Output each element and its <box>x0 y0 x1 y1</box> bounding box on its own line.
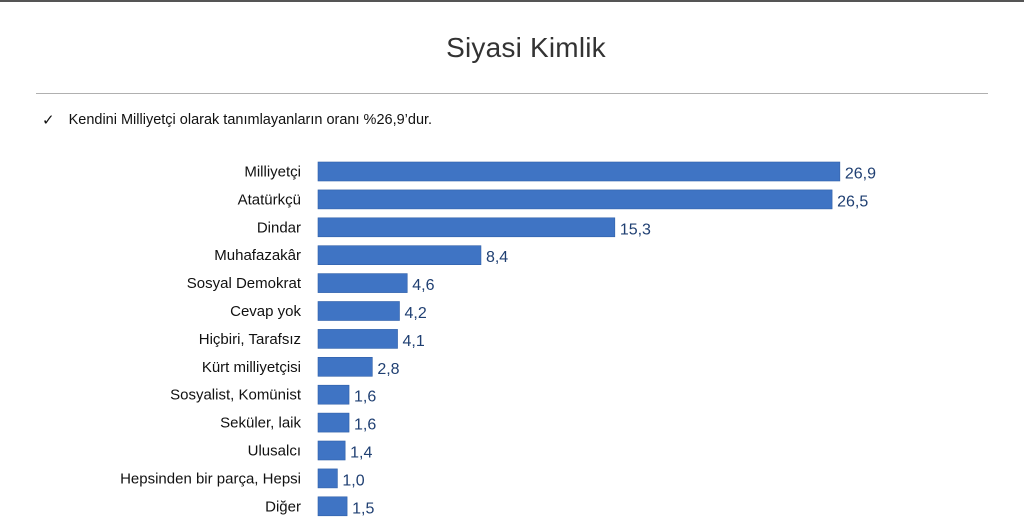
bar <box>317 189 833 210</box>
category-label: Seküler, laik <box>220 415 301 432</box>
top-border <box>0 0 1024 2</box>
category-label: Muhafazakâr <box>214 247 301 264</box>
check-mark-icon: ✓ <box>42 111 55 129</box>
page-title: Siyasi Kimlik <box>446 32 606 63</box>
value-label: 1,6 <box>354 389 376 406</box>
value-label: 15,3 <box>620 221 651 238</box>
bar <box>317 412 350 433</box>
category-label: Milliyetçi <box>244 164 301 181</box>
category-label: Diğer <box>265 498 301 515</box>
summary-note: ✓ Kendini Milliyetçi olarak tanımlayanla… <box>42 111 432 129</box>
bar <box>317 301 400 321</box>
value-label: 1,0 <box>342 472 364 489</box>
category-label: Ulusalcı <box>248 443 301 460</box>
bar <box>317 245 482 265</box>
value-label: 1,4 <box>350 445 372 462</box>
value-label: 4,2 <box>404 305 426 322</box>
category-label: Dindar <box>257 219 301 236</box>
category-label: Hiçbiri, Tarafsız <box>199 331 301 348</box>
bar <box>317 384 350 405</box>
bar <box>317 440 346 461</box>
bar <box>317 356 373 377</box>
bar <box>317 329 398 349</box>
value-label: 4,1 <box>403 333 425 350</box>
bar <box>317 161 841 182</box>
value-label: 8,4 <box>486 249 508 266</box>
bar <box>317 217 616 238</box>
category-label: Hepsinden bir parça, Hepsi <box>120 470 301 487</box>
value-label: 26,9 <box>845 166 876 183</box>
value-label: 1,6 <box>354 417 376 434</box>
title-divider <box>36 93 988 94</box>
category-label: Atatürkçü <box>238 191 301 208</box>
value-label: 2,8 <box>377 361 399 378</box>
category-label: Cevap yok <box>230 303 301 320</box>
value-label: 4,6 <box>412 277 434 294</box>
bar <box>317 496 348 517</box>
category-label: Kürt milliyetçisi <box>202 359 301 376</box>
value-label: 26,5 <box>837 193 868 210</box>
summary-note-text: Kendini Milliyetçi olarak tanımlayanları… <box>68 112 433 128</box>
category-label: Sosyal Demokrat <box>187 275 302 292</box>
bar <box>317 273 408 293</box>
category-label: Sosyalist, Komünist <box>170 387 302 404</box>
value-label: 1,5 <box>352 500 374 517</box>
bar <box>317 468 338 489</box>
